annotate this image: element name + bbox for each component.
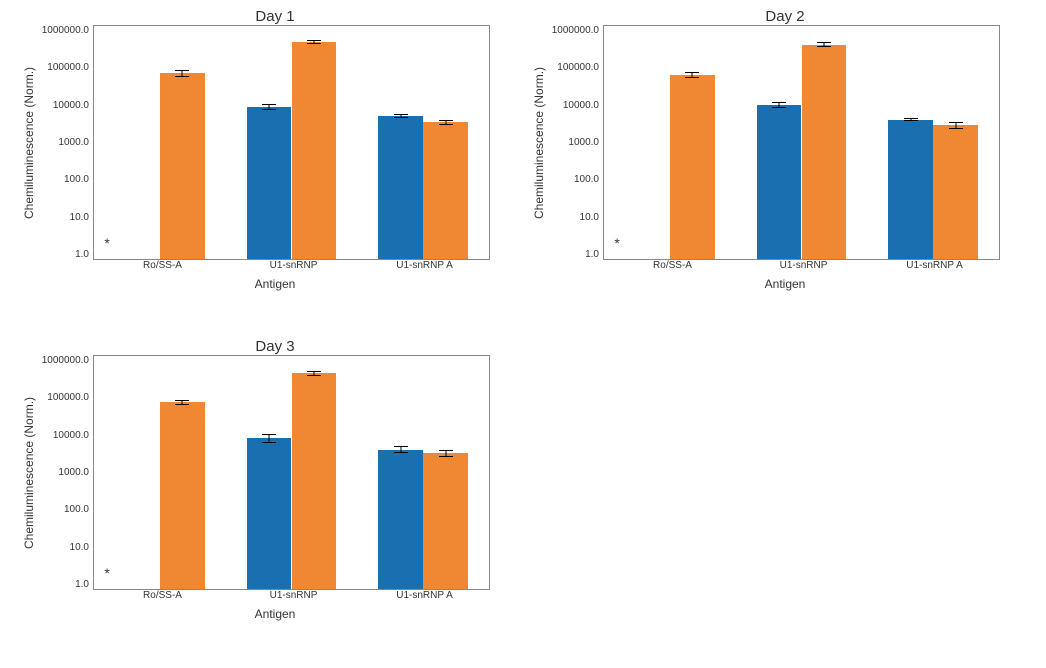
error-bar [439, 450, 453, 457]
plot-wrap: Chemiluminescence (Norm.)1000000.0100000… [20, 355, 490, 590]
asterisk-marker: * [104, 235, 109, 251]
error-bar [685, 72, 699, 77]
plot-wrap: Chemiluminescence (Norm.)1000000.0100000… [20, 25, 490, 260]
error-bar [439, 120, 453, 125]
error-bar [772, 102, 786, 108]
y-tick-label: 100000.0 [557, 62, 599, 73]
error-bar [904, 118, 918, 121]
plot-area: * [93, 355, 490, 590]
bar-series-orange [292, 42, 337, 259]
chart-panel: Day 3Chemiluminescence (Norm.)1000000.01… [20, 338, 490, 638]
error-bar [307, 40, 321, 44]
y-tick-label: 10.0 [70, 542, 89, 553]
y-tick-label: 10000.0 [53, 100, 89, 111]
y-tick-label: 1.0 [75, 249, 89, 260]
x-tick-label: Ro/SS-A [97, 590, 228, 601]
bar-series-blue [888, 120, 933, 259]
y-tick-label: 100.0 [64, 504, 89, 515]
chart-panel: Day 2Chemiluminescence (Norm.)1000000.01… [530, 8, 1000, 308]
panel-title: Day 1 [60, 8, 490, 25]
bar-series-orange [160, 402, 205, 589]
x-axis-label: Antigen [60, 607, 490, 621]
bar-series-orange [423, 122, 468, 259]
y-tick-label: 100.0 [64, 174, 89, 185]
error-bar [394, 114, 408, 118]
plot-area: * [603, 25, 1000, 260]
y-tick-label: 10.0 [70, 212, 89, 223]
x-tick-label: U1-snRNP A [869, 260, 1000, 271]
asterisk-marker: * [614, 235, 619, 251]
y-tick-label: 10000.0 [53, 430, 89, 441]
bar-series-blue [247, 107, 292, 259]
y-tick-label: 10000.0 [563, 100, 599, 111]
bars-layer: * [94, 356, 489, 589]
plot-wrap: Chemiluminescence (Norm.)1000000.0100000… [530, 25, 1000, 260]
bar-series-blue [757, 105, 802, 259]
y-axis-label: Chemiluminescence (Norm.) [530, 25, 548, 260]
chart-panel: Day 1Chemiluminescence (Norm.)1000000.01… [20, 8, 490, 308]
y-tick-label: 100000.0 [47, 392, 89, 403]
x-tick-label: U1-snRNP [738, 260, 869, 271]
error-bar [949, 122, 963, 129]
error-bar [262, 104, 276, 110]
x-tick-label: U1-snRNP A [359, 260, 490, 271]
panel-grid: Day 1Chemiluminescence (Norm.)1000000.01… [0, 0, 1046, 646]
y-axis-ticks: 1000000.0 100000.0 10000.0 1000.0 100.0 10.0 1… [548, 25, 603, 260]
bar-series-orange [292, 373, 337, 589]
y-tick-label: 1.0 [75, 579, 89, 590]
y-axis-ticks: 1000000.0 100000.0 10000.0 1000.0 100.0 10.0 1… [38, 25, 93, 260]
error-bar [175, 400, 189, 406]
bar-series-orange [670, 75, 715, 259]
y-tick-label: 1000000.0 [42, 355, 89, 366]
y-tick-label: 1000.0 [568, 137, 599, 148]
error-bar [307, 371, 321, 376]
x-tick-label: U1-snRNP [228, 590, 359, 601]
bar-series-orange [802, 45, 847, 259]
bar-series-orange [423, 453, 468, 589]
error-bar [262, 434, 276, 443]
y-tick-label: 1000.0 [58, 137, 89, 148]
bars-layer: * [604, 26, 999, 259]
y-tick-label: 10.0 [580, 212, 599, 223]
x-axis-ticks: Ro/SS-AU1-snRNPU1-snRNP A [97, 590, 490, 601]
panel-title: Day 3 [60, 338, 490, 355]
y-tick-label: 100.0 [574, 174, 599, 185]
x-axis-ticks: Ro/SS-AU1-snRNPU1-snRNP A [607, 260, 1000, 271]
x-axis-ticks: Ro/SS-AU1-snRNPU1-snRNP A [97, 260, 490, 271]
bar-series-orange [933, 125, 978, 259]
y-tick-label: 1.0 [585, 249, 599, 260]
bar-series-blue [247, 438, 292, 589]
y-tick-label: 1000000.0 [552, 25, 599, 36]
panel-title: Day 2 [570, 8, 1000, 25]
x-tick-label: Ro/SS-A [97, 260, 228, 271]
x-axis-label: Antigen [570, 277, 1000, 291]
y-axis-ticks: 1000000.0 100000.0 10000.0 1000.0 100.0 10.0 1… [38, 355, 93, 590]
x-tick-label: Ro/SS-A [607, 260, 738, 271]
plot-area: * [93, 25, 490, 260]
y-tick-label: 100000.0 [47, 62, 89, 73]
asterisk-marker: * [104, 565, 109, 581]
error-bar [394, 446, 408, 453]
x-tick-label: U1-snRNP [228, 260, 359, 271]
error-bar [175, 70, 189, 77]
bars-layer: * [94, 26, 489, 259]
bar-series-orange [160, 73, 205, 259]
bar-series-blue [378, 450, 423, 589]
y-tick-label: 1000.0 [58, 467, 89, 478]
x-axis-label: Antigen [60, 277, 490, 291]
x-tick-label: U1-snRNP A [359, 590, 490, 601]
error-bar [817, 42, 831, 47]
y-axis-label: Chemiluminescence (Norm.) [20, 355, 38, 590]
bar-series-blue [378, 116, 423, 259]
y-tick-label: 1000000.0 [42, 25, 89, 36]
y-axis-label: Chemiluminescence (Norm.) [20, 25, 38, 260]
